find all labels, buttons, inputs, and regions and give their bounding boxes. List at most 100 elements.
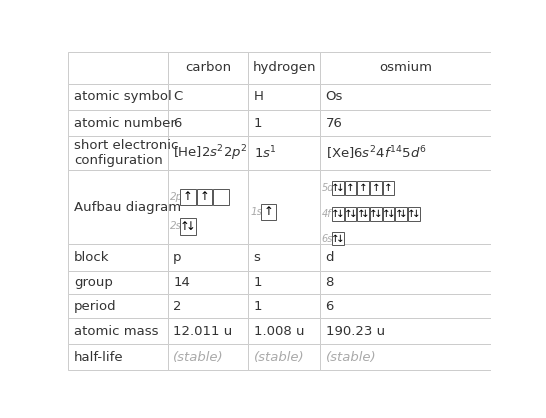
- Text: 12.011 u: 12.011 u: [173, 325, 233, 338]
- Bar: [180, 189, 195, 205]
- Text: ↑: ↑: [183, 190, 193, 203]
- Bar: [357, 207, 369, 221]
- Bar: [68, 245, 168, 271]
- Bar: [68, 271, 168, 294]
- Text: ↓: ↓: [186, 220, 196, 233]
- Text: ↑: ↑: [344, 209, 353, 219]
- Text: group: group: [74, 276, 112, 289]
- Bar: [168, 318, 248, 344]
- Text: carbon: carbon: [185, 61, 231, 74]
- Text: 5d: 5d: [322, 183, 334, 193]
- Bar: [168, 84, 248, 110]
- Bar: [248, 344, 320, 370]
- Text: 190.23 u: 190.23 u: [325, 325, 384, 338]
- Bar: [168, 271, 248, 294]
- Bar: [332, 232, 344, 245]
- Text: atomic number: atomic number: [74, 117, 176, 130]
- Text: 1: 1: [253, 276, 262, 289]
- Text: ↑: ↑: [407, 209, 416, 219]
- Text: ↓: ↓: [336, 183, 345, 193]
- Text: 1s: 1s: [251, 206, 263, 217]
- Text: ↑: ↑: [180, 220, 190, 233]
- Text: C: C: [173, 90, 182, 103]
- Bar: [408, 207, 420, 221]
- Bar: [168, 245, 248, 271]
- Text: 6s: 6s: [322, 234, 333, 244]
- Bar: [370, 181, 382, 195]
- Bar: [68, 137, 168, 170]
- Text: ↓: ↓: [336, 209, 345, 219]
- Text: Os: Os: [325, 90, 343, 103]
- Text: ↑: ↑: [369, 209, 378, 219]
- Text: (stable): (stable): [325, 351, 376, 364]
- Text: ↑: ↑: [331, 209, 340, 219]
- Text: H: H: [253, 90, 264, 103]
- Text: 1$s^1$: 1$s^1$: [253, 145, 276, 162]
- Bar: [320, 84, 491, 110]
- Bar: [168, 294, 248, 318]
- Text: ↓: ↓: [361, 209, 370, 219]
- Text: ↑: ↑: [382, 209, 390, 219]
- Bar: [197, 189, 212, 205]
- Bar: [168, 110, 248, 137]
- Text: ↑: ↑: [200, 190, 210, 203]
- Text: ↑: ↑: [371, 183, 380, 193]
- Text: atomic symbol: atomic symbol: [74, 90, 171, 103]
- Bar: [383, 181, 395, 195]
- Bar: [168, 137, 248, 170]
- Bar: [168, 344, 248, 370]
- Text: osmium: osmium: [379, 61, 432, 74]
- Bar: [213, 189, 229, 205]
- Bar: [68, 110, 168, 137]
- Text: ↑: ↑: [357, 209, 365, 219]
- Text: ↑: ↑: [359, 183, 367, 193]
- Bar: [248, 137, 320, 170]
- Bar: [320, 170, 491, 245]
- Text: 2p: 2p: [170, 192, 183, 202]
- Bar: [68, 318, 168, 344]
- Bar: [320, 271, 491, 294]
- Text: (stable): (stable): [173, 351, 224, 364]
- Bar: [248, 271, 320, 294]
- Text: 2s: 2s: [170, 222, 182, 232]
- Bar: [320, 245, 491, 271]
- Text: hydrogen: hydrogen: [252, 61, 316, 74]
- Text: 8: 8: [325, 276, 334, 289]
- Text: 1.008 u: 1.008 u: [253, 325, 304, 338]
- Text: ↑: ↑: [331, 183, 340, 193]
- Text: Aufbau diagram: Aufbau diagram: [74, 201, 181, 214]
- Bar: [180, 219, 195, 234]
- Text: 14: 14: [173, 276, 190, 289]
- Text: ↓: ↓: [348, 209, 357, 219]
- Text: [Xe]6$s^2$4$f^{14}$5$d^6$: [Xe]6$s^2$4$f^{14}$5$d^6$: [325, 145, 426, 162]
- Bar: [320, 344, 491, 370]
- Bar: [345, 181, 357, 195]
- Bar: [68, 52, 168, 84]
- Bar: [261, 204, 276, 220]
- Text: d: d: [325, 251, 334, 264]
- Text: 1: 1: [253, 117, 262, 130]
- Text: half-life: half-life: [74, 351, 123, 364]
- Bar: [168, 170, 248, 245]
- Bar: [320, 137, 491, 170]
- Bar: [332, 207, 344, 221]
- Text: ↑: ↑: [384, 183, 393, 193]
- Bar: [395, 207, 407, 221]
- Text: atomic mass: atomic mass: [74, 325, 158, 338]
- Text: period: period: [74, 300, 116, 313]
- Bar: [68, 170, 168, 245]
- Text: 6: 6: [325, 300, 334, 313]
- Bar: [68, 344, 168, 370]
- Bar: [320, 318, 491, 344]
- Text: ↑: ↑: [264, 205, 274, 218]
- Text: s: s: [253, 251, 260, 264]
- Text: 4f: 4f: [322, 209, 331, 219]
- Bar: [383, 207, 395, 221]
- Bar: [248, 84, 320, 110]
- Bar: [357, 181, 369, 195]
- Bar: [320, 110, 491, 137]
- Text: ↓: ↓: [412, 209, 421, 219]
- Text: ↓: ↓: [374, 209, 383, 219]
- Text: 1: 1: [253, 300, 262, 313]
- Text: (stable): (stable): [253, 351, 304, 364]
